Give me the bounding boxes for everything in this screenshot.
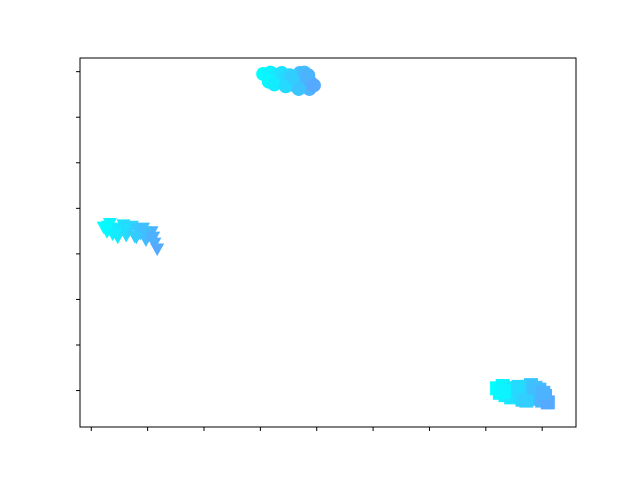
axis-ticks xyxy=(76,71,543,431)
point-s0-24 xyxy=(291,81,306,96)
point-s1-24 xyxy=(137,226,152,239)
point-s1-25 xyxy=(146,231,161,245)
point-s0-23 xyxy=(286,70,301,85)
point-s2-20 xyxy=(511,379,526,394)
point-s1-19 xyxy=(150,243,165,257)
point-s1-21 xyxy=(109,227,124,240)
point-s0-27 xyxy=(306,78,321,93)
point-s2-21 xyxy=(519,393,534,408)
plot-frame xyxy=(79,57,577,428)
point-s1-22 xyxy=(118,222,133,236)
point-s2-19 xyxy=(496,384,511,399)
point-s1-20 xyxy=(101,220,116,234)
point-s0-21 xyxy=(267,77,282,92)
point-s1-23 xyxy=(129,231,144,245)
point-s2-23 xyxy=(536,385,551,400)
data-points xyxy=(96,65,555,410)
